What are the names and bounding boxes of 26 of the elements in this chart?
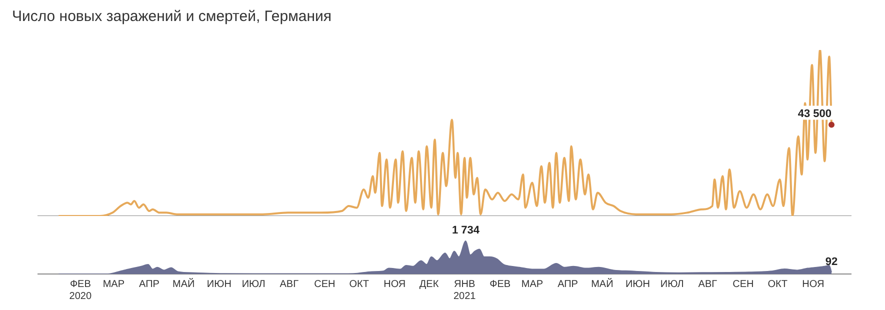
annotation: 43 500 — [798, 108, 832, 120]
x-tick-label: МАЙ — [591, 276, 614, 290]
x-tick-label: ЯНВ 2021 — [453, 278, 476, 302]
x-tick-label: СЕН — [314, 278, 336, 290]
x-tick-label: МАР — [102, 278, 125, 290]
data-label: 1 734 — [452, 224, 480, 237]
x-tick-label: ДЕК — [419, 278, 439, 290]
chart-title: Число новых заражений и смертей, Германия — [11, 8, 333, 27]
x-tick-label: ИЮН — [625, 278, 650, 290]
x-tick-label: ОКТ — [768, 278, 788, 290]
x-tick-label: АВГ — [698, 278, 718, 290]
x-tick-label: МАР — [521, 278, 544, 290]
x-tick-label: НОЯ — [384, 278, 406, 290]
x-tick-label: ФЕВ 2020 — [69, 278, 92, 302]
data-label: 92 — [825, 256, 838, 268]
x-tick-label: ИЮЛ — [242, 278, 266, 290]
x-tick-label: ИЮН — [206, 278, 232, 290]
x-tick-label: ОКТ — [349, 278, 369, 290]
x-tick-label: АПР — [139, 278, 160, 290]
x-tick-label: СЕН — [732, 278, 754, 290]
x-tick-label: АПР — [558, 278, 578, 290]
x-tick-label: НОЯ — [802, 278, 824, 290]
x-tick-label: ФЕВ — [490, 278, 511, 290]
x-tick-label: МАЙ — [172, 276, 195, 290]
x-tick-label: ИЮЛ — [660, 278, 684, 290]
x-tick-label: АВГ — [280, 278, 300, 290]
